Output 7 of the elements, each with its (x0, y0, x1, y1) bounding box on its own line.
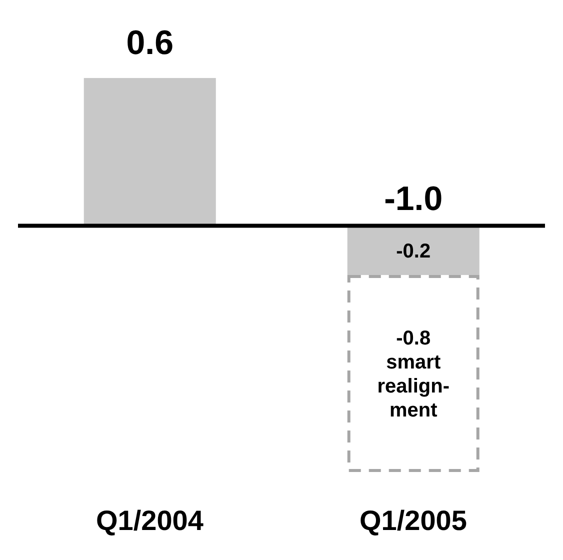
data-label: -0.8 (396, 328, 431, 350)
x-tick-label: Q1/2004 (96, 504, 204, 536)
data-label: 0.6 (126, 24, 174, 62)
data-label: -0.2 (396, 240, 431, 262)
x-tick-label: Q1/2005 (360, 504, 467, 536)
annotation: smart realign-ment (377, 352, 450, 422)
total-label: -1.0 (384, 180, 443, 218)
